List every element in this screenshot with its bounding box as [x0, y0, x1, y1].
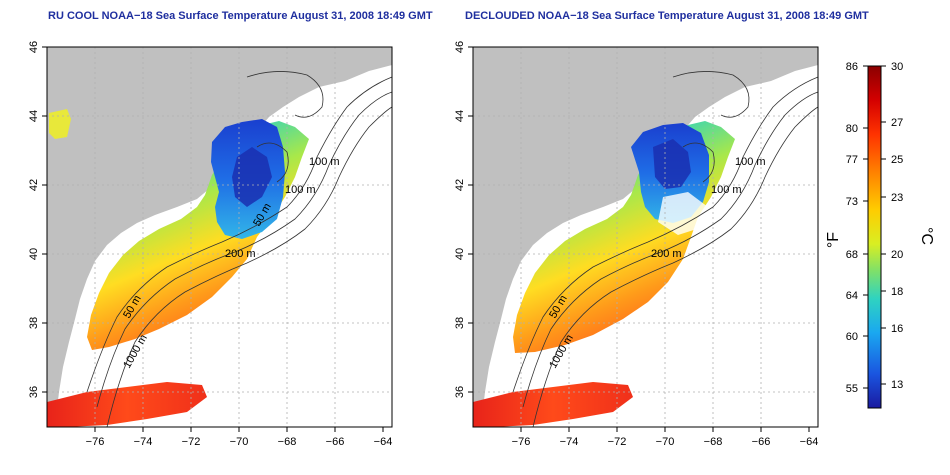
panel-title-left: RU COOL NOAA−18 Sea Surface Temperature …	[48, 10, 433, 22]
colorbar-label-c: °C	[918, 227, 935, 245]
colorbar-tick-f: 73	[846, 196, 858, 208]
cold-core	[653, 139, 691, 189]
contour-label: 100 m	[309, 156, 340, 168]
x-tick-label: −70	[656, 436, 675, 448]
contour-label: 100 m	[285, 184, 316, 196]
land	[473, 47, 818, 427]
x-tick-label: −74	[560, 436, 579, 448]
colorbar-tick-c: 16	[891, 323, 903, 335]
cold-core	[232, 147, 272, 207]
plot-frame	[46, 46, 393, 428]
colorbar-tick-f: 60	[846, 331, 858, 343]
x-tick-label: −76	[512, 436, 531, 448]
y-tick-label: 40	[28, 248, 40, 260]
colorbar-gradient	[867, 65, 882, 409]
colorbar: 86 80 77 73 68 64 60 55 30 27 25 23 20 1…	[825, 61, 935, 409]
colorbar-tick-f: 68	[846, 249, 858, 261]
warm-water	[473, 382, 633, 427]
colorbar-tick-f: 55	[846, 383, 858, 395]
y-tick-label: 42	[28, 179, 40, 191]
x-tick-label: −68	[278, 436, 297, 448]
cloud-gap	[658, 192, 708, 235]
colorbar-tick-f: 77	[846, 154, 858, 166]
x-tick-label: −66	[326, 436, 345, 448]
x-tick-label: −72	[182, 436, 201, 448]
warm-water	[47, 382, 207, 427]
plot-frame	[472, 46, 819, 428]
y-tick-label: 36	[28, 386, 40, 398]
y-tick-label: 36	[454, 386, 466, 398]
map-panel-right: 100 m 100 m 200 m 50 m 1000 m −76 −74 −7…	[454, 41, 819, 448]
x-tick-label: −66	[752, 436, 771, 448]
x-tick-label: −68	[704, 436, 723, 448]
contour-label: 100 m	[711, 184, 742, 196]
colorbar-tick-c: 20	[891, 249, 903, 261]
colorbar-tick-c: 25	[891, 154, 903, 166]
contour-label: 200 m	[225, 248, 256, 260]
colorbar-tick-c: 13	[891, 379, 903, 391]
contour-label: 100 m	[735, 156, 766, 168]
y-tick-label: 44	[454, 110, 466, 122]
y-tick-label: 42	[454, 179, 466, 191]
y-tick-label: 38	[28, 317, 40, 329]
colorbar-tick-c: 18	[891, 286, 903, 298]
sst-patch	[49, 109, 71, 139]
land	[47, 47, 392, 427]
x-tick-label: −74	[134, 436, 153, 448]
colorbar-tick-c: 30	[891, 61, 903, 73]
colorbar-label-f: °F	[825, 232, 842, 248]
colorbar-tick-f: 64	[846, 290, 858, 302]
grid	[47, 47, 392, 427]
colorbar-tick-c: 27	[891, 117, 903, 129]
y-tick-label: 46	[454, 41, 466, 53]
x-tick-label: −76	[86, 436, 105, 448]
y-tick-label: 44	[28, 110, 40, 122]
y-tick-label: 40	[454, 248, 466, 260]
x-tick-label: −72	[608, 436, 627, 448]
x-tick-label: −70	[230, 436, 249, 448]
colorbar-tick-c: 23	[891, 192, 903, 204]
contour-label: 200 m	[651, 248, 682, 260]
panel-title-right: DECLOUDED NOAA−18 Sea Surface Temperatur…	[465, 10, 869, 22]
x-tick-label: −64	[800, 436, 819, 448]
bathymetry-contours	[86, 71, 393, 428]
bathymetry-contours	[512, 71, 819, 428]
colorbar-tick-f: 86	[846, 61, 858, 73]
x-tick-label: −64	[374, 436, 393, 448]
map-panel-left: 100 m 100 m 200 m 50 m 1000 m 50 m −76 −…	[28, 41, 393, 448]
colorbar-tick-f: 80	[846, 123, 858, 135]
y-tick-label: 38	[454, 317, 466, 329]
y-tick-label: 46	[28, 41, 40, 53]
grid	[473, 47, 818, 427]
